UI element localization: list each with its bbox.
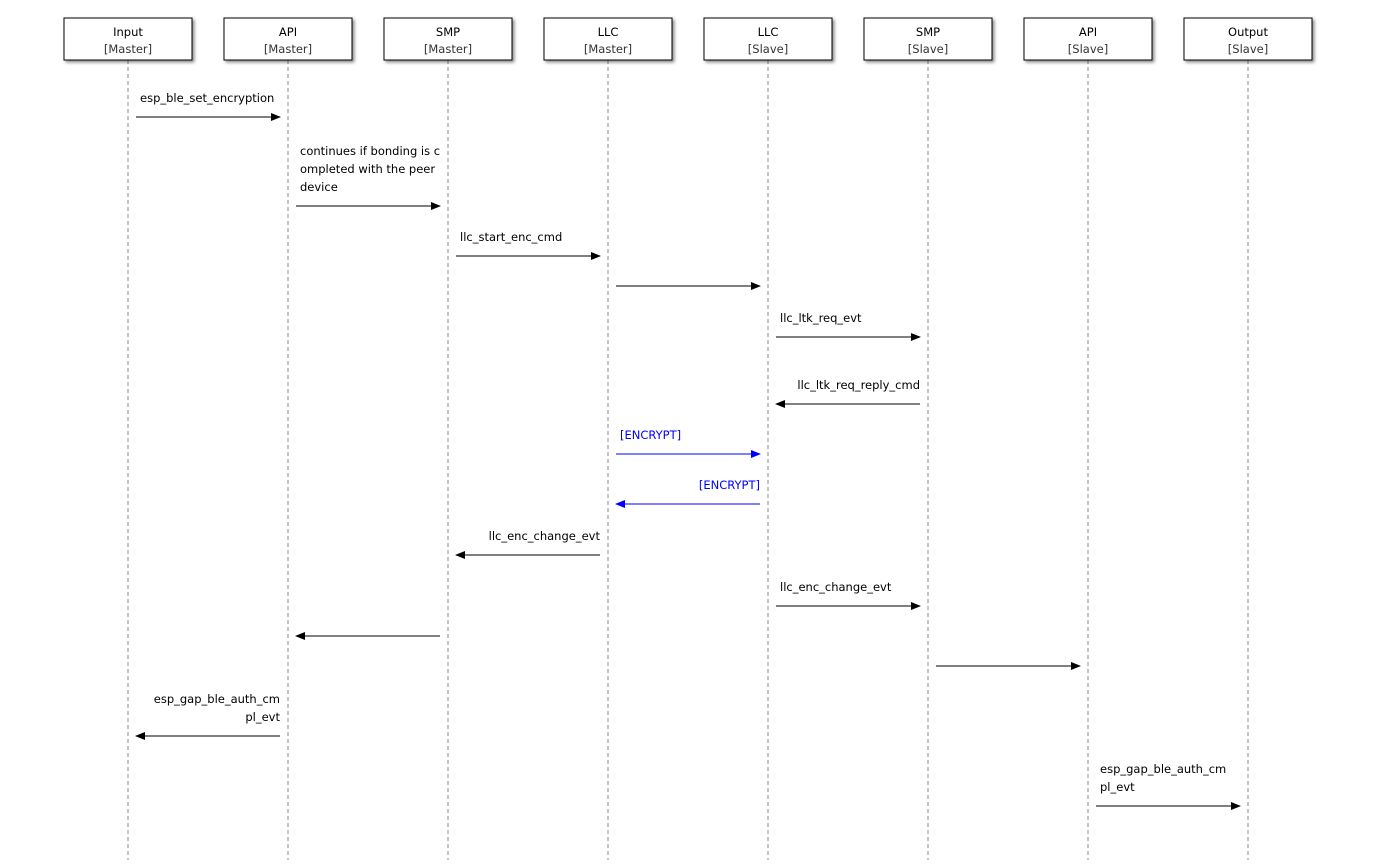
message: esp_ble_set_encryption bbox=[136, 91, 281, 121]
participant-box: Input [Master] bbox=[63, 17, 193, 61]
participant-role: [Slave] bbox=[1228, 42, 1268, 56]
participant-box: SMP [Slave] bbox=[863, 17, 993, 61]
participant-box: API [Slave] bbox=[1023, 17, 1153, 61]
message-label: llc_ltk_req_evt bbox=[780, 311, 862, 325]
participant-role: [Slave] bbox=[908, 42, 948, 56]
message: llc_start_enc_cmd bbox=[456, 230, 601, 260]
message-label: llc_start_enc_cmd bbox=[460, 230, 562, 244]
message: llc_enc_change_evt bbox=[455, 529, 601, 559]
message-label: llc_enc_change_evt bbox=[780, 580, 892, 594]
participant-box: LLC [Master] bbox=[543, 17, 673, 61]
message-label: pl_evt bbox=[245, 710, 280, 724]
participant-name: API bbox=[1079, 25, 1097, 39]
message: llc_enc_change_evt bbox=[776, 580, 921, 610]
participant-name: Output bbox=[1228, 25, 1268, 39]
participant-box: LLC [Slave] bbox=[703, 17, 833, 61]
participant-role: [Master] bbox=[264, 42, 312, 56]
message: [ENCRYPT] bbox=[615, 478, 760, 508]
message-label: [ENCRYPT] bbox=[699, 478, 760, 492]
message: esp_gap_ble_auth_cm pl_evt bbox=[1096, 762, 1241, 810]
message-label: llc_ltk_req_reply_cmd bbox=[797, 378, 920, 392]
participant-role: [Slave] bbox=[1068, 42, 1108, 56]
participant-box: SMP [Master] bbox=[383, 17, 513, 61]
message-label: llc_enc_change_evt bbox=[489, 529, 601, 543]
message-label: device bbox=[300, 180, 338, 194]
participant-name: API bbox=[279, 25, 297, 39]
message: llc_ltk_req_reply_cmd bbox=[775, 378, 920, 408]
participant-role: [Master] bbox=[424, 42, 472, 56]
participant-name: Input bbox=[113, 25, 143, 39]
message: esp_gap_ble_auth_cm pl_evt bbox=[135, 692, 280, 740]
message-label: esp_ble_set_encryption bbox=[140, 91, 274, 105]
participant-name: LLC bbox=[598, 25, 619, 39]
participant-box: Output [Slave] bbox=[1183, 17, 1313, 61]
participant-role: [Slave] bbox=[748, 42, 788, 56]
participant-name: SMP bbox=[436, 25, 460, 39]
message: continues if bonding is c ompleted with t… bbox=[296, 144, 441, 210]
participant-box: API [Master] bbox=[223, 17, 353, 61]
participant-role: [Master] bbox=[104, 42, 152, 56]
message-label: esp_gap_ble_auth_cm bbox=[1100, 762, 1226, 776]
message-label: ompleted with the peer bbox=[300, 162, 435, 176]
message: llc_ltk_req_evt bbox=[776, 311, 921, 341]
participant-name: SMP bbox=[916, 25, 940, 39]
message-label: esp_gap_ble_auth_cm bbox=[154, 692, 280, 706]
message-label: pl_evt bbox=[1100, 780, 1135, 794]
participant-name: LLC bbox=[758, 25, 779, 39]
message: [ENCRYPT] bbox=[616, 428, 761, 458]
message-label: continues if bonding is c bbox=[300, 144, 440, 158]
message-label: [ENCRYPT] bbox=[620, 428, 681, 442]
participant-role: [Master] bbox=[584, 42, 632, 56]
